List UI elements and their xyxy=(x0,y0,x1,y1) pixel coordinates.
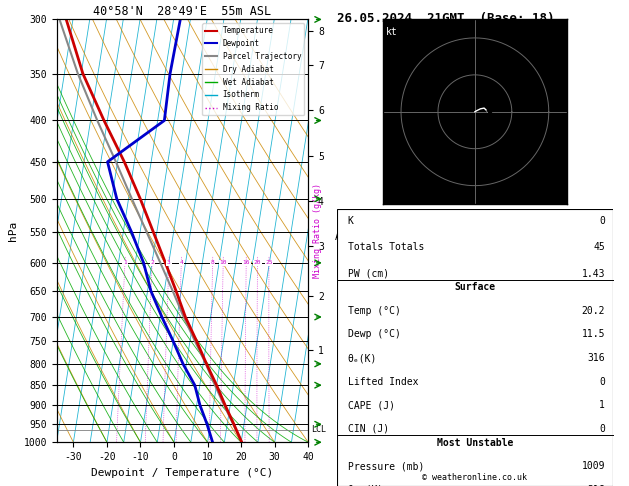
Text: CIN (J): CIN (J) xyxy=(348,424,389,434)
Text: CAPE (J): CAPE (J) xyxy=(348,400,394,410)
Text: © weatheronline.co.uk: © weatheronline.co.uk xyxy=(423,473,527,482)
Y-axis label: km
ASL: km ASL xyxy=(335,220,352,242)
Text: 1009: 1009 xyxy=(581,461,605,471)
Text: Most Unstable: Most Unstable xyxy=(437,437,513,448)
Text: kt: kt xyxy=(386,27,398,37)
Text: 0: 0 xyxy=(599,216,605,226)
Text: LCL: LCL xyxy=(311,425,326,434)
Text: 1: 1 xyxy=(599,400,605,410)
Text: θₑ (K): θₑ (K) xyxy=(348,485,383,486)
Text: 11.5: 11.5 xyxy=(581,330,605,340)
Text: 10: 10 xyxy=(220,260,227,265)
Text: Dewp (°C): Dewp (°C) xyxy=(348,330,401,340)
Text: 316: 316 xyxy=(587,353,605,363)
Legend: Temperature, Dewpoint, Parcel Trajectory, Dry Adiabat, Wet Adiabat, Isotherm, Mi: Temperature, Dewpoint, Parcel Trajectory… xyxy=(202,23,304,115)
Text: Surface: Surface xyxy=(454,282,496,293)
Text: PW (cm): PW (cm) xyxy=(348,269,389,278)
Text: Totals Totals: Totals Totals xyxy=(348,242,424,252)
Text: Pressure (mb): Pressure (mb) xyxy=(348,461,424,471)
Text: Temp (°C): Temp (°C) xyxy=(348,306,401,316)
Text: Lifted Index: Lifted Index xyxy=(348,377,418,386)
Text: Mixing Ratio (g/kg): Mixing Ratio (g/kg) xyxy=(313,183,322,278)
Text: 4: 4 xyxy=(179,260,183,265)
Text: 1.43: 1.43 xyxy=(581,269,605,278)
Text: 20.2: 20.2 xyxy=(581,306,605,316)
Title: 40°58'N  28°49'E  55m ASL: 40°58'N 28°49'E 55m ASL xyxy=(93,5,272,18)
Text: 8: 8 xyxy=(211,260,214,265)
Text: 25: 25 xyxy=(265,260,273,265)
Text: 26.05.2024  21GMT  (Base: 18): 26.05.2024 21GMT (Base: 18) xyxy=(337,12,554,25)
Text: 45: 45 xyxy=(593,242,605,252)
Text: 0: 0 xyxy=(599,377,605,386)
Text: θₑ(K): θₑ(K) xyxy=(348,353,377,363)
Text: 0: 0 xyxy=(599,424,605,434)
Text: 20: 20 xyxy=(253,260,261,265)
Y-axis label: hPa: hPa xyxy=(8,221,18,241)
X-axis label: Dewpoint / Temperature (°C): Dewpoint / Temperature (°C) xyxy=(91,468,274,478)
Text: 316: 316 xyxy=(587,485,605,486)
Text: K: K xyxy=(348,216,353,226)
Text: 2: 2 xyxy=(150,260,154,265)
Text: 16: 16 xyxy=(242,260,250,265)
Text: 1: 1 xyxy=(123,260,127,265)
Text: 3: 3 xyxy=(167,260,171,265)
